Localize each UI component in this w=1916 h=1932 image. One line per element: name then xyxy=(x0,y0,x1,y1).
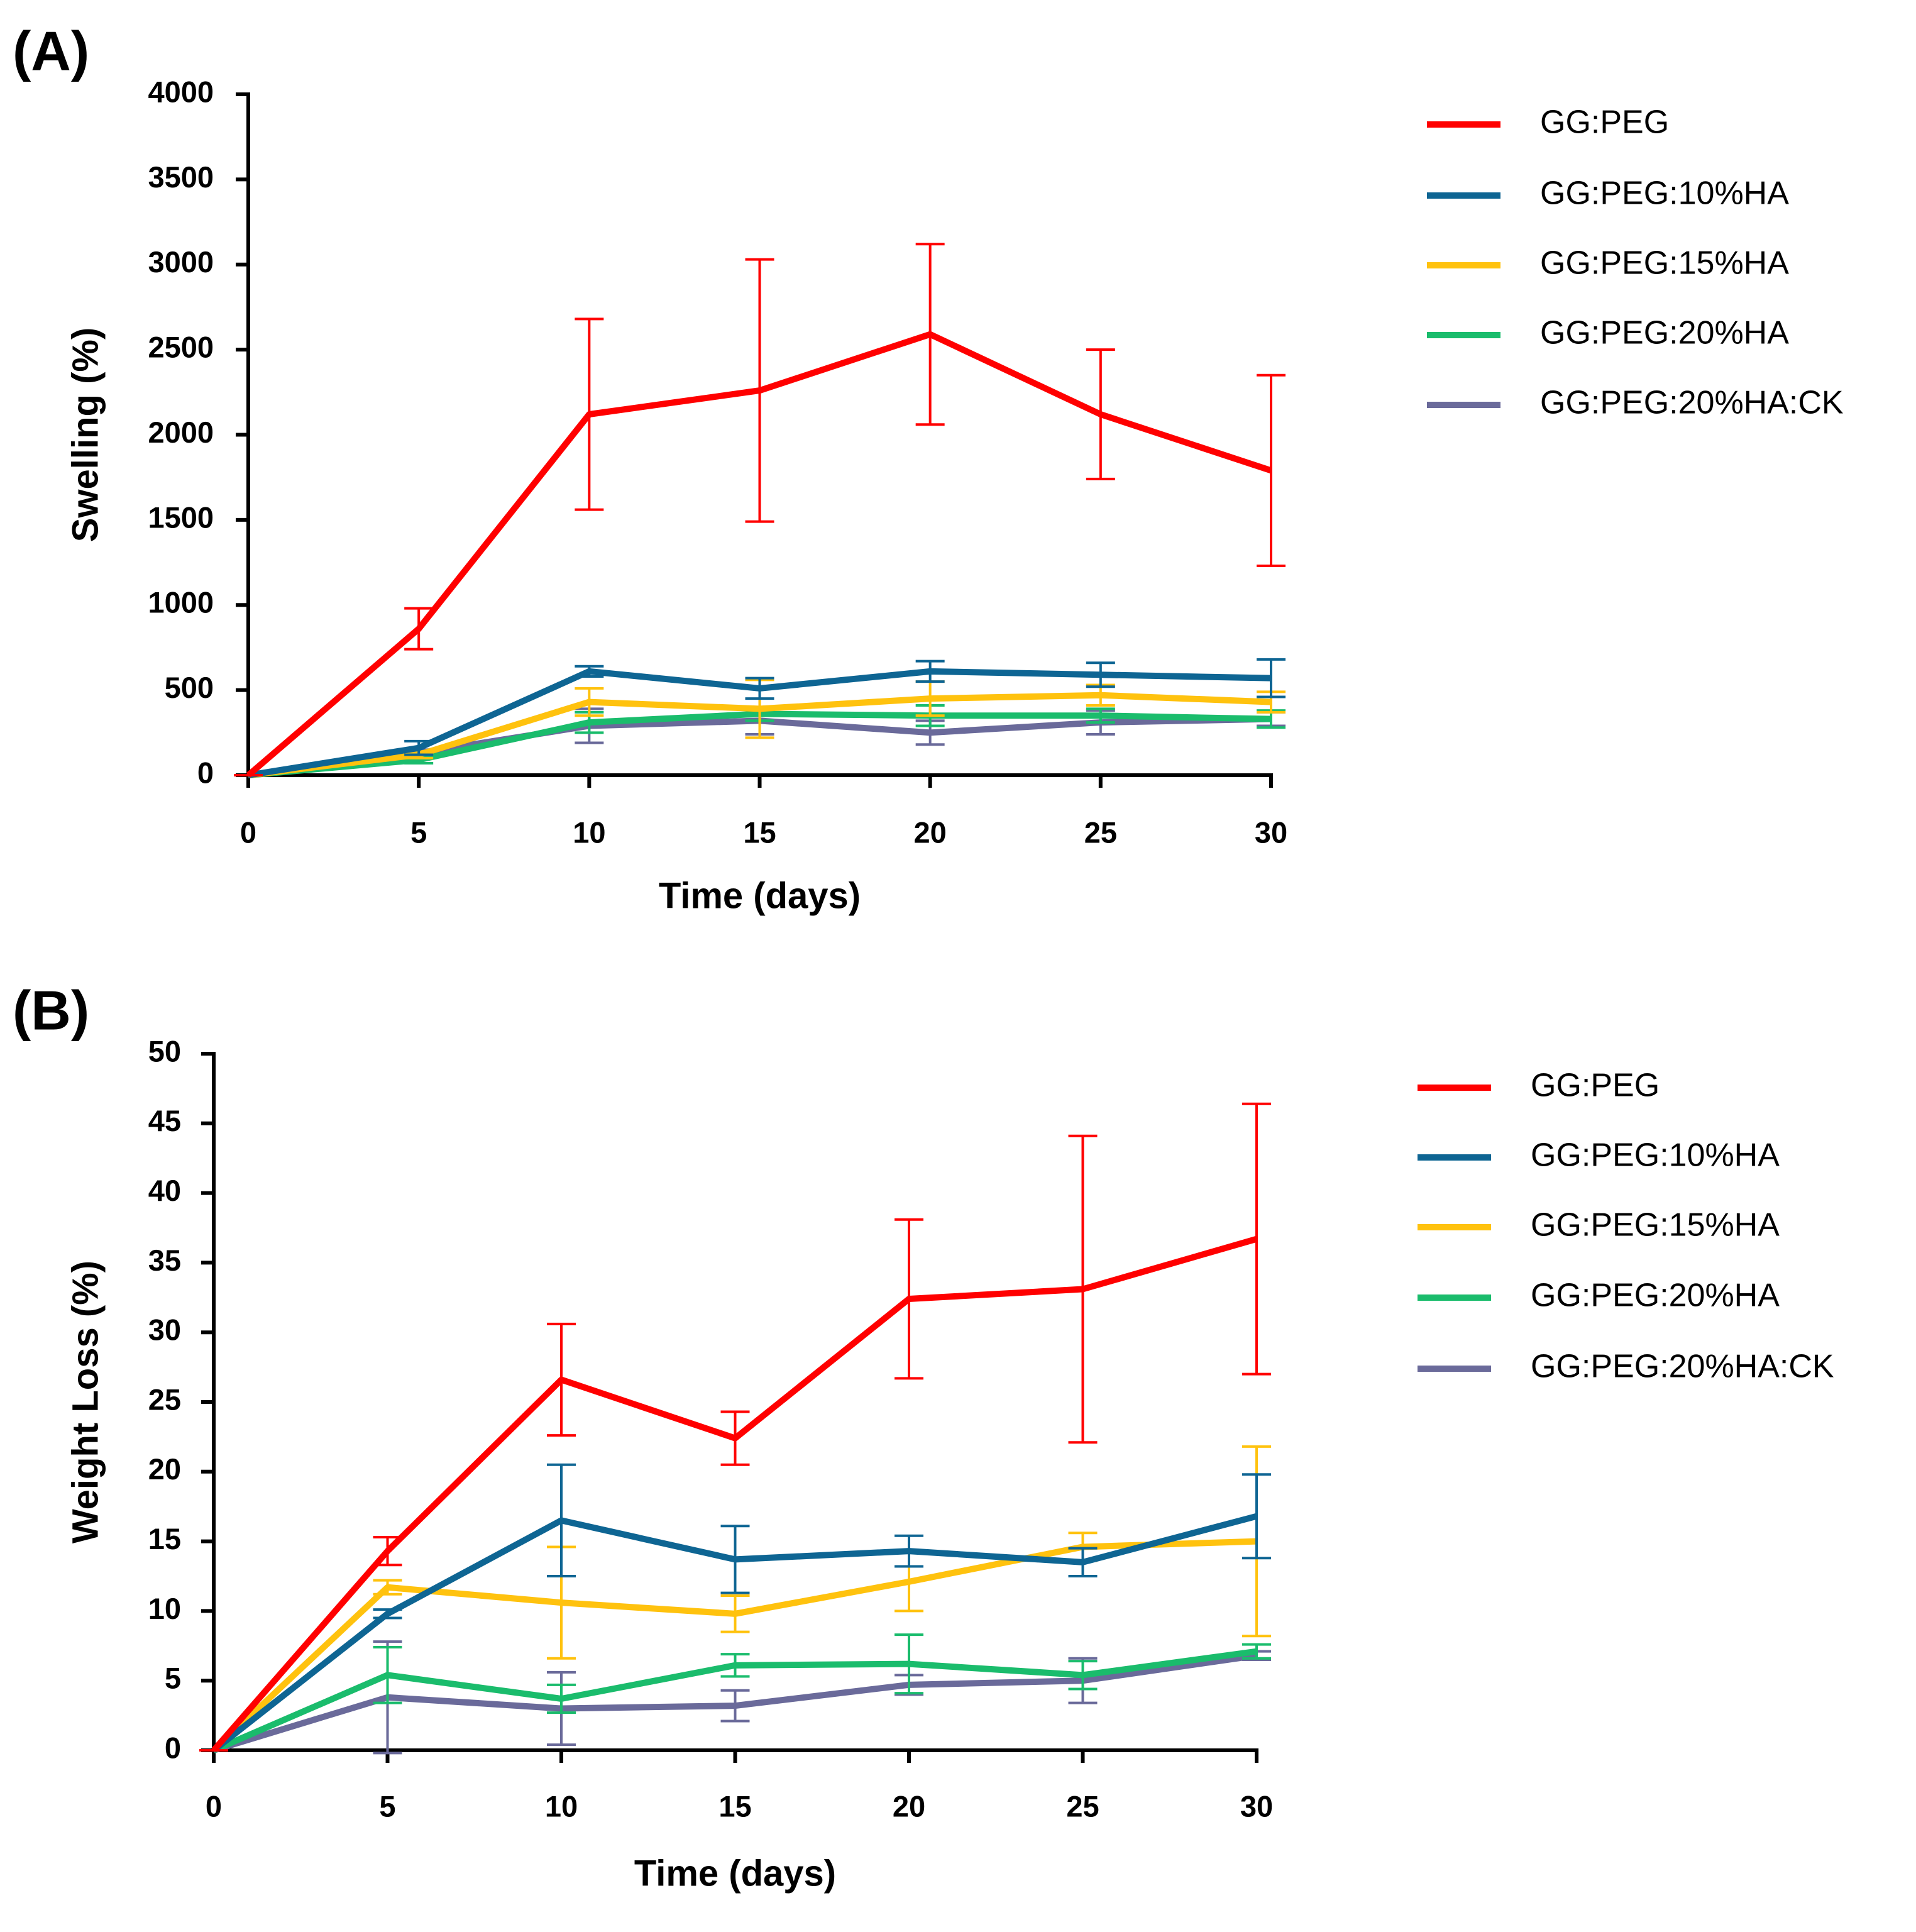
y-tick-label: 35 xyxy=(148,1244,181,1277)
series-line xyxy=(211,1538,1257,1753)
y-tick-label: 40 xyxy=(148,1174,181,1207)
y-tick-label: 5 xyxy=(165,1662,181,1695)
y-tick-label: 2500 xyxy=(148,331,214,364)
x-tick-label: 25 xyxy=(1084,815,1117,849)
legend-label: GG:PEG:20%HA:CK xyxy=(1531,1349,1834,1385)
legend-label: GG:PEG xyxy=(1531,1068,1660,1104)
x-tick-label: 5 xyxy=(379,1789,395,1823)
error-bar xyxy=(1242,1473,1271,1560)
y-tick-label: 0 xyxy=(165,1731,181,1764)
y-tick-label: 45 xyxy=(148,1104,181,1137)
y-tick-label: 20 xyxy=(148,1452,181,1486)
y-tick-label: 500 xyxy=(165,671,214,704)
x-tick-label: 20 xyxy=(914,815,947,849)
x-tick-label: 20 xyxy=(893,1789,925,1823)
series-line xyxy=(248,668,1272,778)
legend-label: GG:PEG:15%HA xyxy=(1531,1207,1780,1244)
y-tick-label: 3500 xyxy=(148,160,214,194)
y-tick-label: 15 xyxy=(148,1522,181,1555)
y-axis-title: Swelling (%) xyxy=(65,328,106,543)
x-tick-label: 25 xyxy=(1066,1789,1099,1823)
y-tick-label: 50 xyxy=(148,1034,181,1068)
x-tick-label: 30 xyxy=(1240,1789,1273,1823)
x-axis-title: Time (days) xyxy=(634,1853,836,1894)
x-axis-title: Time (days) xyxy=(659,875,861,916)
y-tick-label: 2000 xyxy=(148,416,214,449)
x-tick-label: 10 xyxy=(545,1789,578,1823)
series-line xyxy=(212,1648,1257,1753)
series-line xyxy=(211,1235,1258,1753)
x-tick-label: 15 xyxy=(743,815,776,849)
y-axis-title: Weight Loss (%) xyxy=(65,1261,106,1543)
y-tick-label: 1000 xyxy=(148,586,214,619)
y-tick-label: 0 xyxy=(197,756,214,789)
y-tick-label: 4000 xyxy=(148,75,214,108)
legend-label: GG:PEG:20%HA:CK xyxy=(1540,385,1844,421)
y-tick-label: 30 xyxy=(148,1313,181,1347)
x-tick-label: 5 xyxy=(410,815,427,849)
error-bar xyxy=(1242,1643,1271,1660)
y-tick-label: 1500 xyxy=(148,500,214,534)
legend-label: GG:PEG xyxy=(1540,104,1669,141)
x-tick-label: 0 xyxy=(206,1789,222,1823)
legend-label: GG:PEG:15%HA xyxy=(1540,245,1789,282)
legend-label: GG:PEG:10%HA xyxy=(1531,1137,1780,1174)
panel-label: (A) xyxy=(13,19,89,82)
x-tick-label: 30 xyxy=(1255,815,1287,849)
series-line xyxy=(211,1513,1258,1753)
x-tick-label: 10 xyxy=(573,815,605,849)
x-tick-label: 15 xyxy=(718,1789,751,1823)
x-tick-label: 0 xyxy=(240,815,256,849)
legend-label: GG:PEG:20%HA xyxy=(1531,1278,1780,1314)
y-tick-label: 10 xyxy=(148,1592,181,1625)
y-tick-label: 25 xyxy=(148,1383,181,1416)
y-tick-label: 3000 xyxy=(148,245,214,279)
panel-label: (B) xyxy=(13,979,89,1041)
legend-label: GG:PEG:10%HA xyxy=(1540,175,1789,212)
legend-label: GG:PEG:20%HA xyxy=(1540,315,1789,351)
series-line xyxy=(246,331,1272,778)
